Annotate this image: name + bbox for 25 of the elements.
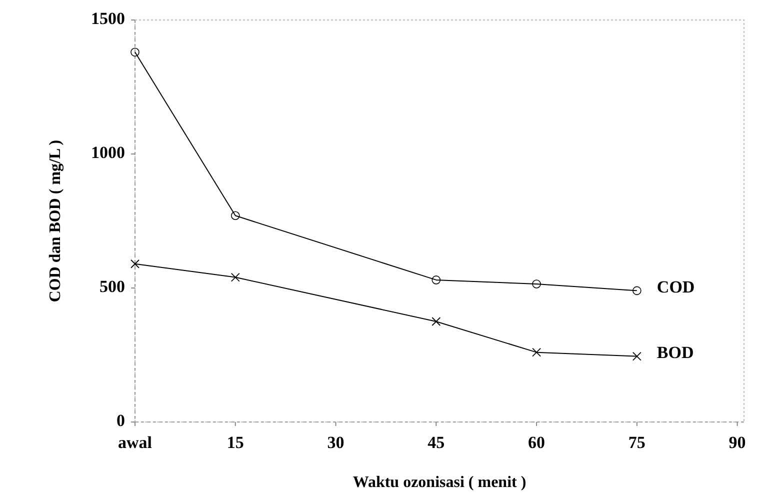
point xyxy=(632,352,642,361)
x-tick-label: awal xyxy=(118,433,152,452)
x-tick-label: 90 xyxy=(728,433,746,452)
y-tick-label: 1000 xyxy=(91,142,125,162)
point xyxy=(432,317,441,326)
series-label: COD xyxy=(656,278,695,297)
series-label: BOD xyxy=(656,343,694,362)
point xyxy=(130,259,140,268)
point xyxy=(532,280,541,288)
x-tick-label: 75 xyxy=(628,433,646,452)
point xyxy=(532,348,541,357)
x-tick-label: 45 xyxy=(428,433,445,452)
y-axis-title: COD dan BOD ( mg/L ) xyxy=(47,140,64,302)
x-tick-label: 30 xyxy=(327,433,344,452)
point xyxy=(432,276,441,284)
x-tick-label: 15 xyxy=(226,433,244,452)
point xyxy=(632,286,642,296)
point xyxy=(230,272,240,282)
x-tick-label: 60 xyxy=(528,433,546,452)
y-tick-label: 0 xyxy=(116,410,125,430)
point xyxy=(130,48,140,57)
y-tick-label: 1500 xyxy=(91,8,125,28)
point xyxy=(230,211,240,220)
x-axis-title: Waktu ozonisasi ( menit ) xyxy=(352,474,526,491)
y-tick-label: 500 xyxy=(100,276,125,296)
